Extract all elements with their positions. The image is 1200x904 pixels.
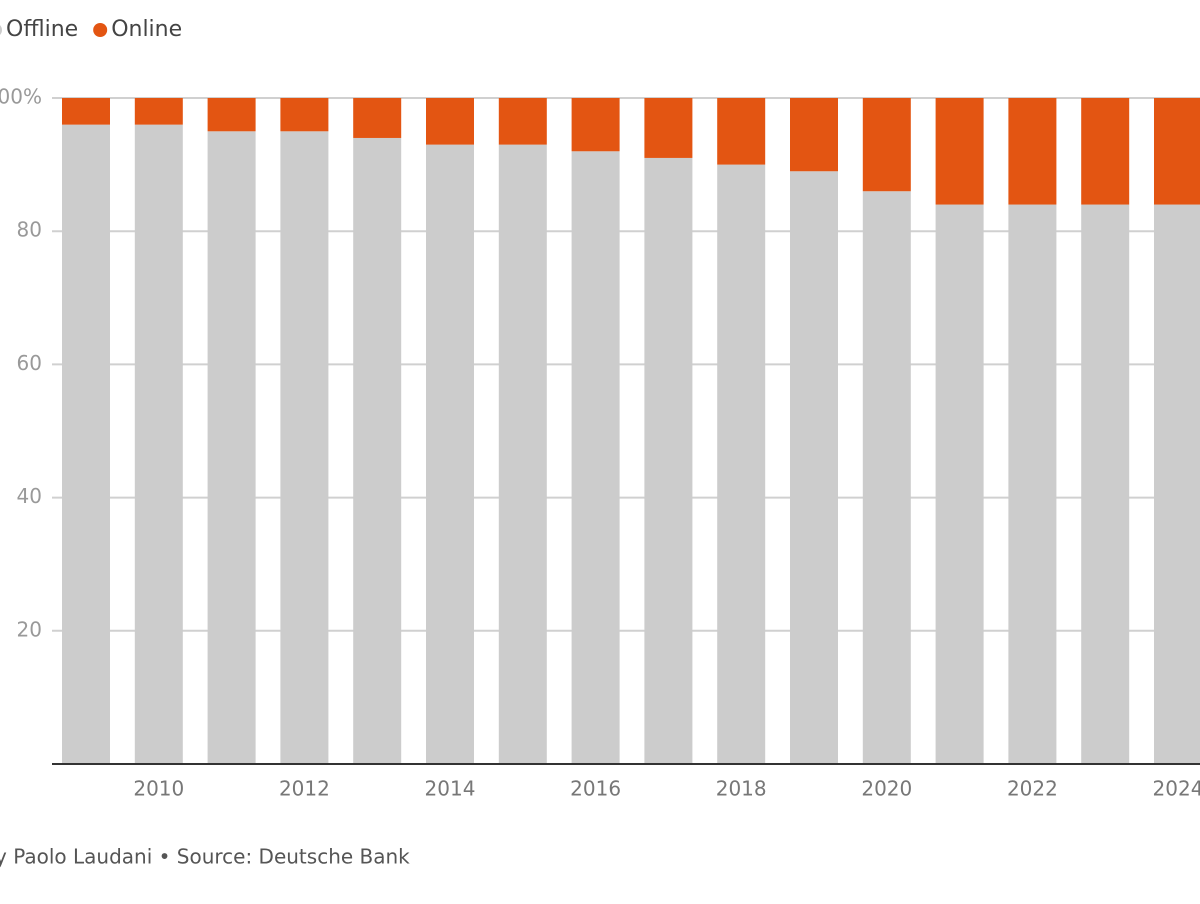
bar-segment [790, 98, 838, 172]
bar-segment [280, 98, 329, 132]
bar-segment [1008, 98, 1057, 205]
legend-label: Offline [6, 17, 78, 42]
footnote: y Paolo Laudani • Source: Deutsche Bank [0, 845, 410, 869]
bar-segment [717, 98, 766, 165]
legend-marker [0, 25, 2, 35]
bar-segment [426, 98, 474, 145]
y-tick-label: 20 [17, 617, 42, 641]
bar-segment [280, 131, 329, 765]
bar-segment [353, 137, 402, 764]
bars [62, 98, 1200, 765]
x-tick-label: 2012 [279, 777, 330, 801]
y-tick-label: 40 [17, 484, 42, 508]
bar-segment [935, 98, 984, 205]
legend-label: Online [111, 17, 182, 42]
bar-segment [644, 157, 693, 764]
legend-marker [93, 23, 108, 37]
x-tick-label: 2010 [133, 777, 184, 801]
x-tick-label: 2016 [570, 777, 621, 801]
bar-segment [644, 98, 693, 158]
x-tick-label: 2020 [861, 777, 912, 801]
bar-segment [134, 124, 183, 764]
y-tick-label: 60 [17, 351, 42, 375]
bar-segment [571, 151, 620, 764]
x-tick-label: 2018 [716, 777, 767, 801]
bar-segment [353, 98, 402, 138]
bar-segment [207, 131, 256, 765]
bar-segment [1008, 204, 1057, 764]
bar-segment [1081, 98, 1130, 205]
bar-segment [62, 124, 110, 764]
y-tick-label: 80 [17, 218, 42, 242]
bar-segment [207, 98, 256, 132]
bar-segment [1154, 204, 1200, 764]
bar-segment [134, 98, 183, 125]
x-tick-label: 2014 [425, 777, 476, 801]
x-tick-label: 2024 [1153, 777, 1200, 801]
bar-segment [717, 164, 766, 765]
bar-segment [62, 98, 110, 125]
bar-segment [790, 171, 838, 764]
bar-segment [935, 204, 984, 764]
bar-segment [1081, 204, 1130, 764]
bar-segment [1154, 98, 1200, 205]
bar-segment [498, 98, 547, 145]
bar-segment [862, 191, 911, 765]
bar-segment [426, 144, 474, 764]
bar-segment [862, 98, 911, 192]
bar-segment [498, 144, 547, 764]
y-tick-label: 100% [0, 85, 42, 109]
x-tick-label: 2022 [1007, 777, 1058, 801]
bar-segment [571, 98, 620, 152]
